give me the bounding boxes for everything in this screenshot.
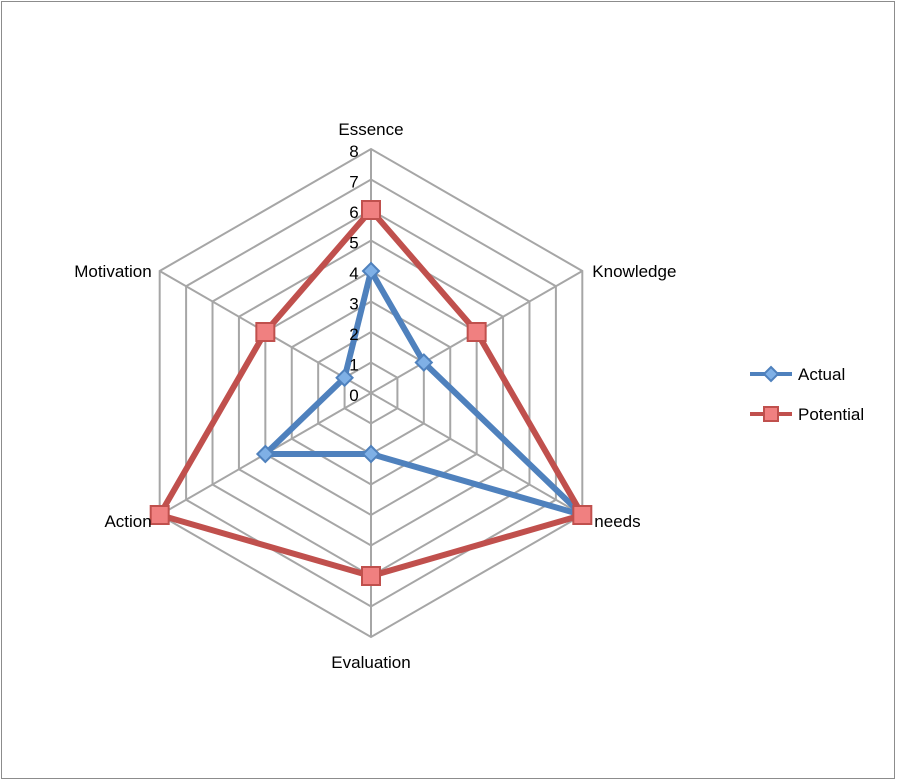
legend-marker-potential: [763, 406, 779, 422]
tick-label-1: 1: [349, 356, 358, 375]
point-potential-motivation: [255, 322, 276, 342]
tick-label-7: 7: [349, 173, 358, 192]
point-potential-evaluation: [361, 566, 381, 586]
series-layer: [149, 200, 593, 586]
point-actual-knowledge: [414, 353, 434, 372]
legend: Actual Potential: [750, 365, 864, 424]
legend-label-potential: Potential: [798, 405, 864, 424]
point-actual-motivation: [335, 368, 355, 388]
point-potential-needs: [572, 505, 593, 525]
axis-label-essence: Essence: [338, 120, 403, 139]
tick-label-8: 8: [349, 142, 358, 161]
spoke-needs: [370, 392, 583, 516]
point-potential-essence: [361, 200, 381, 220]
tick-label-5: 5: [349, 234, 358, 253]
point-actual-action: [255, 444, 275, 464]
axis-label-evaluation: Evaluation: [331, 653, 410, 672]
legend-marker-actual: [762, 365, 780, 383]
tick-label-0: 0: [349, 386, 358, 405]
axis-label-motivation: Motivation: [74, 262, 151, 281]
axis-label-needs: needs: [594, 512, 640, 531]
point-potential-action: [149, 505, 170, 525]
axis-label-action: Action: [104, 512, 151, 531]
axis-label-knowledge: Knowledge: [592, 262, 676, 281]
tick-label-6: 6: [349, 203, 358, 222]
tick-label-4: 4: [349, 264, 358, 283]
grid: [158, 147, 584, 639]
labels: 0 1 2 3 4 5 6 7 8 Essence Knowledge needs Evaluation…: [74, 120, 676, 672]
point-potential-knowledge: [466, 322, 487, 342]
tick-label-3: 3: [349, 295, 358, 314]
tick-label-2: 2: [349, 325, 358, 344]
point-actual-evaluation: [361, 444, 381, 464]
point-actual-essence: [361, 261, 381, 281]
legend-label-actual: Actual: [798, 365, 845, 384]
